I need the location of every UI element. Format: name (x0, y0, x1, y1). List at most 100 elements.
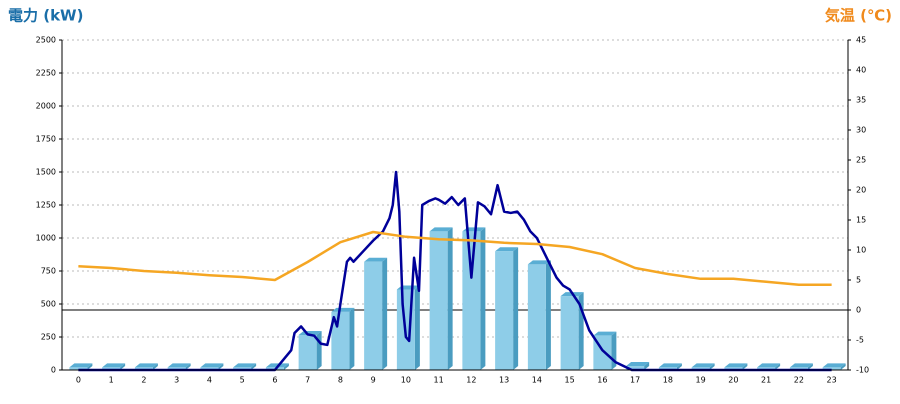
x-tick-label: 6 (272, 376, 277, 385)
y-tick-label: 1500 (36, 168, 56, 177)
bar-top (134, 363, 158, 368)
y2-tick-label: 15 (856, 216, 866, 225)
bar-top (593, 331, 617, 336)
y2-tick-label: -10 (856, 366, 869, 375)
bar (167, 367, 186, 370)
bar-top (822, 363, 846, 368)
x-tick-label: 21 (761, 376, 771, 385)
bar-side (775, 363, 781, 370)
y-tick-label: 2250 (36, 69, 56, 78)
bar (102, 367, 121, 370)
y-tick-label: 500 (41, 300, 56, 309)
bar (527, 264, 546, 370)
x-tick-label: 3 (174, 376, 179, 385)
bar-side (447, 227, 453, 370)
bar-side (316, 331, 322, 370)
bar-top (429, 227, 453, 232)
bar-side (185, 363, 191, 370)
x-tick-label: 14 (532, 376, 542, 385)
x-tick-label: 20 (728, 376, 738, 385)
bar-top (626, 362, 650, 367)
x-tick-label: 5 (240, 376, 245, 385)
x-tick-label: 8 (338, 376, 343, 385)
bar (364, 261, 383, 370)
bar-side (545, 260, 551, 370)
bar (658, 367, 677, 370)
y2-tick-label: 40 (856, 66, 866, 75)
bar-side (218, 363, 224, 370)
x-tick-label: 17 (630, 376, 640, 385)
bar-top (200, 363, 224, 368)
y-tick-label: 750 (41, 267, 56, 276)
bar-top (102, 363, 126, 368)
bar-side (709, 363, 715, 370)
bar (233, 367, 252, 370)
x-tick-label: 1 (109, 376, 114, 385)
x-tick-label: 7 (305, 376, 310, 385)
x-tick-label: 15 (565, 376, 575, 385)
bar-top (69, 363, 93, 368)
bar-side (87, 363, 93, 370)
bar-top (233, 363, 257, 368)
x-tick-label: 18 (663, 376, 673, 385)
bar-side (414, 285, 420, 370)
y2-tick-label: 10 (856, 246, 866, 255)
y2-tick-label: -5 (856, 336, 864, 345)
bar (495, 251, 514, 370)
bar (757, 367, 776, 370)
x-tick-label: 19 (696, 376, 706, 385)
bar-side (480, 227, 486, 370)
x-tick-label: 11 (434, 376, 444, 385)
y-tick-label: 1000 (36, 234, 56, 243)
bar-top (495, 247, 519, 252)
y-tick-label: 2500 (36, 36, 56, 45)
bar-top (789, 363, 813, 368)
x-tick-label: 0 (76, 376, 81, 385)
x-tick-label: 9 (371, 376, 376, 385)
y-tick-label: 250 (41, 333, 56, 342)
y-title: 電力 (kW) (8, 7, 83, 25)
x-tick-label: 4 (207, 376, 212, 385)
y2-tick-label: 30 (856, 126, 866, 135)
x-tick-label: 16 (597, 376, 607, 385)
bar-side (840, 363, 846, 370)
y2-tick-label: 0 (856, 306, 861, 315)
bar (560, 296, 579, 370)
bar-top (724, 363, 748, 368)
bar (200, 367, 219, 370)
line (78, 170, 832, 372)
bar-side (807, 363, 813, 370)
bar-side (513, 247, 519, 370)
bar-top (691, 363, 715, 368)
y-tick-label: 1750 (36, 135, 56, 144)
bar-top (167, 363, 191, 368)
x-tick-label: 2 (141, 376, 146, 385)
bar (134, 367, 153, 370)
y-tick-label: 1250 (36, 201, 56, 210)
bar-top (364, 257, 388, 262)
bar (691, 367, 710, 370)
bar (429, 231, 448, 370)
line (78, 230, 832, 287)
bar (462, 231, 481, 370)
bar (789, 367, 808, 370)
bar-side (382, 257, 388, 370)
bar-side (251, 363, 257, 370)
y2-tick-label: 20 (856, 186, 866, 195)
bar-side (611, 331, 617, 370)
bar-side (349, 307, 355, 370)
bar-side (283, 363, 289, 370)
y-tick-label: 0 (51, 366, 56, 375)
bar (69, 367, 88, 370)
bar (724, 367, 743, 370)
bar-top (658, 363, 682, 368)
x-tick-label: 13 (499, 376, 509, 385)
bar-side (676, 363, 682, 370)
y2-title: 気温 (℃) (825, 7, 892, 25)
x-tick-label: 12 (466, 376, 476, 385)
bar (822, 367, 841, 370)
bar-side (644, 362, 650, 370)
x-tick-label: 22 (794, 376, 804, 385)
bar-top (757, 363, 781, 368)
